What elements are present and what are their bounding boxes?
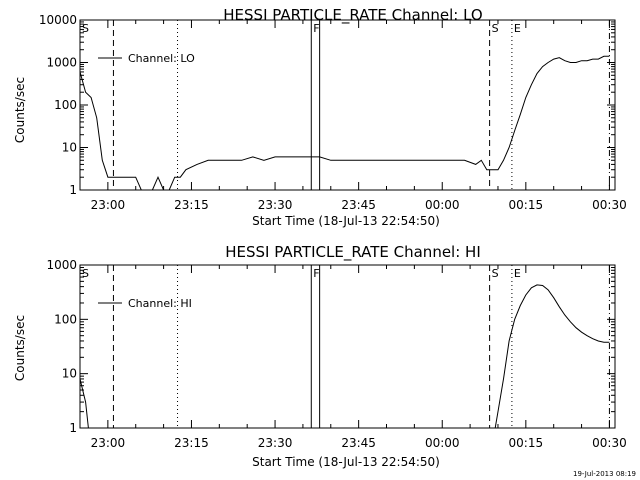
chart-hi-xlabel: Start Time (18-Jul-13 22:54:50)	[252, 455, 440, 469]
chart-lo-title: HESSI PARTICLE_RATE Channel: LO	[223, 6, 482, 25]
x-tick-label: 00:15	[509, 198, 544, 212]
x-tick-label: 23:30	[258, 198, 293, 212]
plot-frame	[79, 264, 616, 429]
x-tick-label: 23:30	[258, 436, 293, 450]
x-tick-label: 23:00	[91, 436, 126, 450]
x-tick-label: 00:30	[592, 436, 627, 450]
x-tick-label: 23:15	[174, 198, 209, 212]
chart-lo: HESSI PARTICLE_RATE Channel: LO Counts/s…	[13, 6, 627, 228]
x-tick-label: 00:30	[592, 198, 627, 212]
chart-lo-ylabel: Counts/sec	[13, 77, 27, 143]
x-tick-label: 00:15	[509, 436, 544, 450]
event-marker-label: S	[82, 22, 89, 35]
event-marker-label: S	[492, 22, 499, 35]
series-line	[79, 378, 89, 429]
y-tick-label: 1	[69, 183, 77, 197]
event-marker-label: S	[82, 267, 89, 280]
y-tick-label: 1	[69, 421, 77, 435]
footer-timestamp: 19-Jul-2013 08:19	[573, 470, 636, 478]
legend-label: Channel: HI	[128, 297, 192, 310]
x-tick-label: 00:00	[425, 436, 460, 450]
chart-hi-plot: 23:00 23:15 23:30 23:45 00:00 00:15 00:30 1 10 10…	[46, 258, 626, 450]
x-tick-label: 00:00	[425, 198, 460, 212]
event-marker-label: E	[514, 22, 521, 35]
y-tick-label: 1000	[46, 258, 77, 272]
x-tick-label: 23:15	[174, 436, 209, 450]
legend-label: Channel: LO	[128, 52, 195, 65]
chart-lo-xlabel: Start Time (18-Jul-13 22:54:50)	[252, 214, 440, 228]
event-marker-label: S	[492, 267, 499, 280]
y-tick-label: 10000	[39, 13, 77, 27]
x-tick-label: 23:45	[341, 436, 376, 450]
plot-frame	[79, 19, 616, 191]
chart-hi-ylabel: Counts/sec	[13, 315, 27, 381]
x-tick-label: 23:45	[341, 198, 376, 212]
y-tick-label: 100	[54, 312, 77, 326]
y-tick-label: 100	[54, 98, 77, 112]
chart-lo-plot: 23:00 23:15 23:30 23:45 00:00 00:15 00:30 1 10 10…	[39, 13, 627, 212]
event-marker-label: E	[514, 267, 521, 280]
y-tick-label: 10	[62, 367, 77, 381]
y-tick-label: 10	[62, 141, 77, 155]
y-tick-label: 1000	[46, 56, 77, 70]
series-line	[79, 55, 610, 191]
event-marker-label: F	[313, 22, 319, 35]
event-marker-label: F	[313, 267, 319, 280]
x-tick-label: 23:00	[91, 198, 126, 212]
chart-hi-title: HESSI PARTICLE_RATE Channel: HI	[225, 243, 481, 262]
chart-hi: HESSI PARTICLE_RATE Channel: HI Counts/s…	[13, 243, 627, 469]
series-line	[494, 284, 610, 429]
